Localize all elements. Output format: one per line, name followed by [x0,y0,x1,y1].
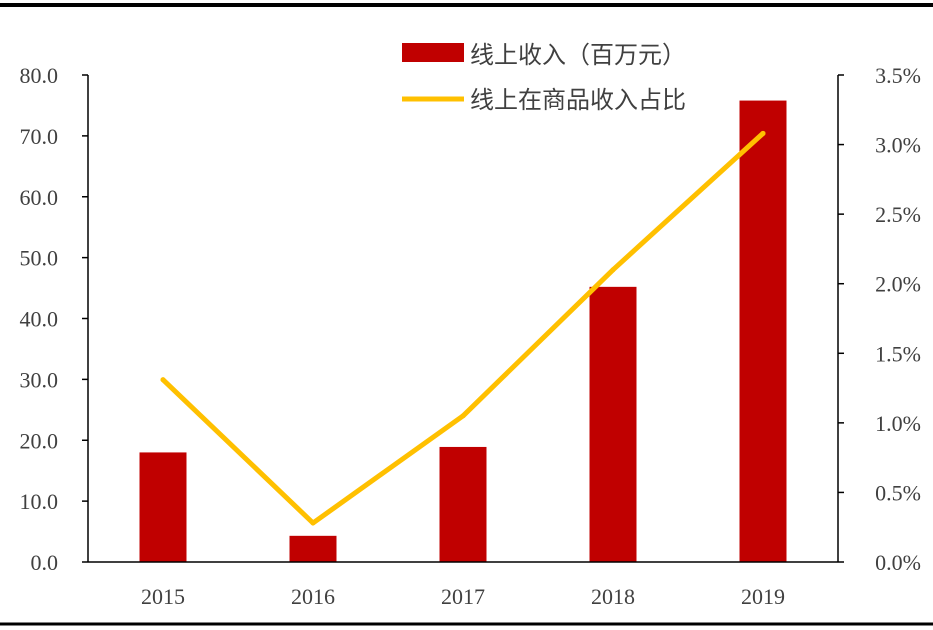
x-tick-label: 2018 [591,584,635,609]
bar-2015 [139,452,187,562]
y-left-tick-label: 10.0 [20,489,59,514]
y-right-tick-label: 2.5% [875,202,921,227]
y-left-tick-label: 20.0 [20,428,59,453]
y-left-tick-label: 40.0 [20,307,59,332]
legend-label-line: 线上在商品收入占比 [470,87,686,114]
line-layer [160,130,766,526]
bar-2019 [739,100,787,562]
line-point-2019 [760,130,766,136]
y-left-tick-label: 80.0 [20,63,59,88]
line-point-2018 [610,267,616,273]
y-left-tick-label: 70.0 [20,124,59,149]
legend-label-bar: 线上收入（百万元） [470,42,686,69]
y-right-tick-label: 3.5% [875,63,921,88]
line-point-2017 [460,413,466,419]
bar-2016 [289,535,337,562]
y-left-tick-label: 60.0 [20,185,59,210]
y-left-tick-label: 0.0 [31,550,59,575]
bar-2018 [589,286,637,562]
y-right-tick-label: 3.0% [875,133,921,158]
bar-2017 [439,446,487,562]
y-right-tick-label: 0.0% [875,550,921,575]
x-tick-label: 2017 [441,584,485,609]
x-tick-label: 2019 [741,584,785,609]
x-tick-label: 2015 [141,584,185,609]
bars-layer [139,100,787,562]
y-left-tick-label: 30.0 [20,367,59,392]
line-point-2016 [310,520,316,526]
y-left-tick-label: 50.0 [20,246,59,271]
x-tick-label: 2016 [291,584,335,609]
y-right-tick-label: 1.5% [875,341,921,366]
line-point-2015 [160,377,166,383]
y-right-tick-label: 2.0% [875,272,921,297]
y-right-tick-label: 0.5% [875,480,921,505]
legend: 线上收入（百万元） 线上在商品收入占比 [402,42,686,114]
axes-layer: 0.0 10.0 20.0 30.0 40.0 50.0 60.0 70.0 80.0 0.0% 0… [20,63,922,609]
legend-swatch-bar [402,43,464,62]
y-right-tick-label: 1.0% [875,411,921,436]
